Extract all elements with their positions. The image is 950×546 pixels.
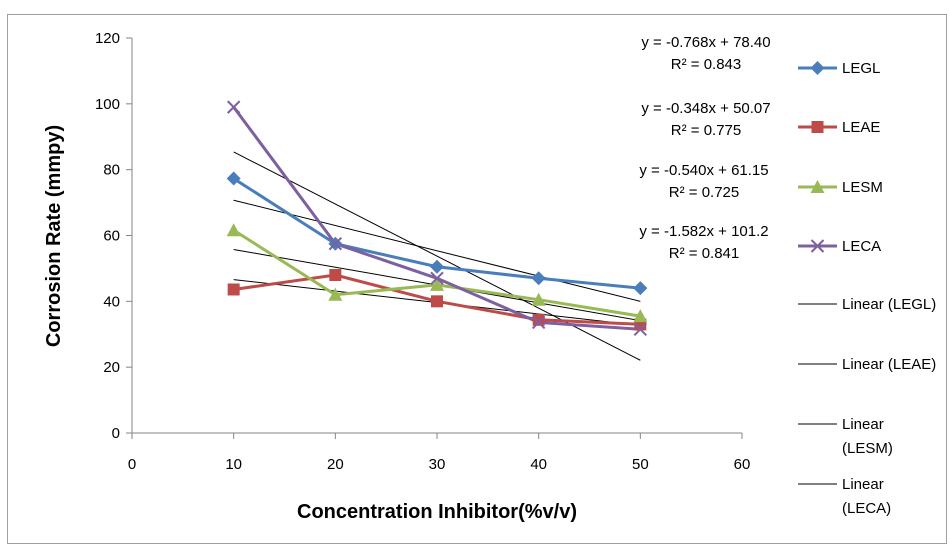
trendlines — [233, 151, 641, 361]
legend-label: Linear (LESM) — [842, 416, 893, 457]
legend-label: LECA — [842, 238, 881, 255]
x-tick-label: 10 — [225, 456, 242, 473]
trendline-r-squared: R² = 0.775 — [671, 122, 741, 139]
x-tick-label: 50 — [632, 456, 649, 473]
y-tick-label: 40 — [103, 293, 120, 310]
data-point-lesm — [633, 309, 648, 323]
data-point-leca-stroke — [328, 237, 343, 251]
legend-marker-leca — [810, 239, 825, 253]
legend-marker-legl — [810, 61, 825, 75]
trendline-equations: y = -0.768x + 78.40 R² = 0.843 y = -0.348x… — [639, 34, 770, 262]
legend-label-line: (LECA) — [842, 500, 891, 517]
data-point-leca — [633, 322, 648, 337]
data-point-leca — [430, 271, 444, 285]
data-point-legl — [531, 271, 546, 286]
data-point-leca-stroke — [531, 315, 546, 330]
data-point-lesm — [226, 223, 241, 237]
trendline-r-squared: R² = 0.725 — [669, 184, 739, 201]
x-tick-label: 0 — [128, 456, 136, 473]
legend-label-line: Linear — [842, 416, 884, 433]
x-axis-title: Concentration Inhibitor(%v/v) — [297, 501, 577, 523]
legend-label: LESM — [842, 179, 883, 196]
data-point-lesm — [328, 287, 343, 301]
series-markers — [226, 100, 648, 337]
data-point-leae — [431, 295, 443, 308]
trendline-equation: y = -0.348x + 50.07 — [641, 100, 770, 117]
data-point-leae — [532, 313, 545, 326]
data-point-leca-stroke — [226, 100, 241, 114]
y-tick-label: 20 — [103, 359, 120, 376]
x-tick-label: 60 — [734, 456, 751, 473]
trendline — [233, 151, 641, 361]
data-point-legl — [430, 259, 444, 274]
data-point-leca — [226, 100, 241, 114]
legend-label: LEAE — [842, 119, 880, 136]
y-tick-label: 0 — [112, 425, 120, 442]
x-tick-label: 20 — [327, 456, 344, 473]
trendline-equation: y = -0.540x + 61.15 — [639, 162, 768, 179]
legend: LEGL LEAE LESM LECA Linear (LEGL) Linear (LEA… — [798, 60, 936, 517]
data-point-legl — [226, 171, 241, 186]
y-tick-label: 60 — [103, 228, 120, 245]
trendline-r-squared: R² = 0.841 — [669, 245, 739, 262]
x-tick-label: 30 — [429, 456, 446, 473]
legend-marker-leca-stroke — [810, 239, 825, 253]
data-point-leca-stroke — [633, 322, 648, 337]
data-point-lesm — [531, 292, 546, 306]
data-point-leae — [329, 269, 342, 281]
data-point-legl — [633, 281, 648, 296]
data-point-lesm — [430, 277, 444, 291]
x-tick-label: 40 — [530, 456, 547, 473]
data-point-leca-stroke — [430, 271, 444, 285]
legend-marker-leae — [811, 121, 824, 133]
legend-label: LEGL — [842, 60, 880, 77]
y-tick-label: 80 — [103, 162, 120, 179]
data-point-leca — [531, 315, 546, 330]
legend-label-line: Linear — [842, 476, 884, 493]
chart-frame — [7, 14, 947, 544]
trendline-equation: y = -0.768x + 78.40 — [641, 34, 770, 51]
trendline — [233, 199, 641, 302]
legend-label: Linear (LECA) — [842, 476, 891, 517]
legend-label: Linear (LEGL) — [842, 296, 936, 313]
axes: 0 20 40 60 80 100 120 0 10 20 30 40 50 60 — [95, 30, 750, 473]
legend-label: Linear (LEAE) — [842, 356, 936, 373]
legend-label-line: (LESM) — [842, 440, 893, 457]
trendline-equation: y = -1.582x + 101.2 — [639, 223, 768, 240]
y-axis-title: Corrosion Rate (mmpy) — [43, 125, 65, 347]
y-tick-label: 120 — [95, 30, 120, 47]
trendline-r-squared: R² = 0.843 — [671, 56, 741, 73]
data-point-leca — [328, 237, 343, 251]
data-point-leae — [227, 283, 240, 296]
legend-marker-lesm — [810, 180, 825, 193]
y-tick-label: 100 — [95, 96, 120, 113]
